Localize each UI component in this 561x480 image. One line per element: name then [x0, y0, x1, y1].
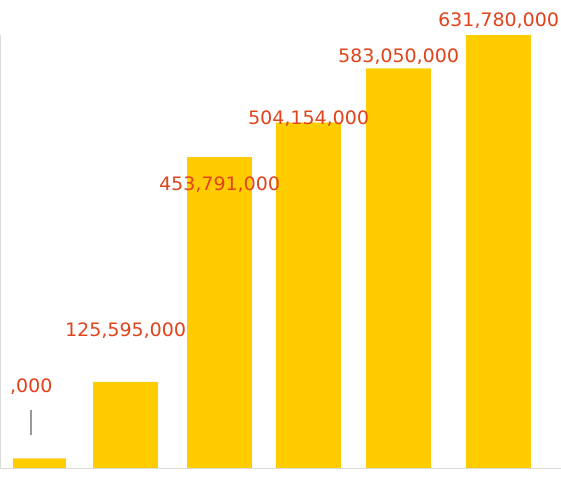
data-label-6: 631,780,000	[438, 9, 559, 31]
data-label-3: 453,791,000	[159, 173, 280, 195]
bar-3	[187, 157, 252, 468]
bars-group	[13, 35, 531, 469]
bar-2	[93, 381, 158, 468]
data-labels-group: ,000 125,595,000 453,791,000 504,154,000 583…	[10, 9, 559, 397]
data-label-4: 504,154,000	[248, 107, 369, 129]
bar-1	[13, 458, 66, 468]
bar-6	[466, 35, 531, 468]
data-label-5: 583,050,000	[338, 45, 459, 67]
data-label-2: 125,595,000	[65, 319, 186, 341]
bar-5	[366, 68, 431, 469]
data-label-1: ,000	[10, 375, 52, 397]
bar-4	[276, 122, 341, 468]
